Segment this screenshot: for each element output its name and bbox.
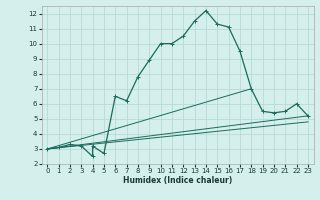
X-axis label: Humidex (Indice chaleur): Humidex (Indice chaleur) — [123, 176, 232, 185]
